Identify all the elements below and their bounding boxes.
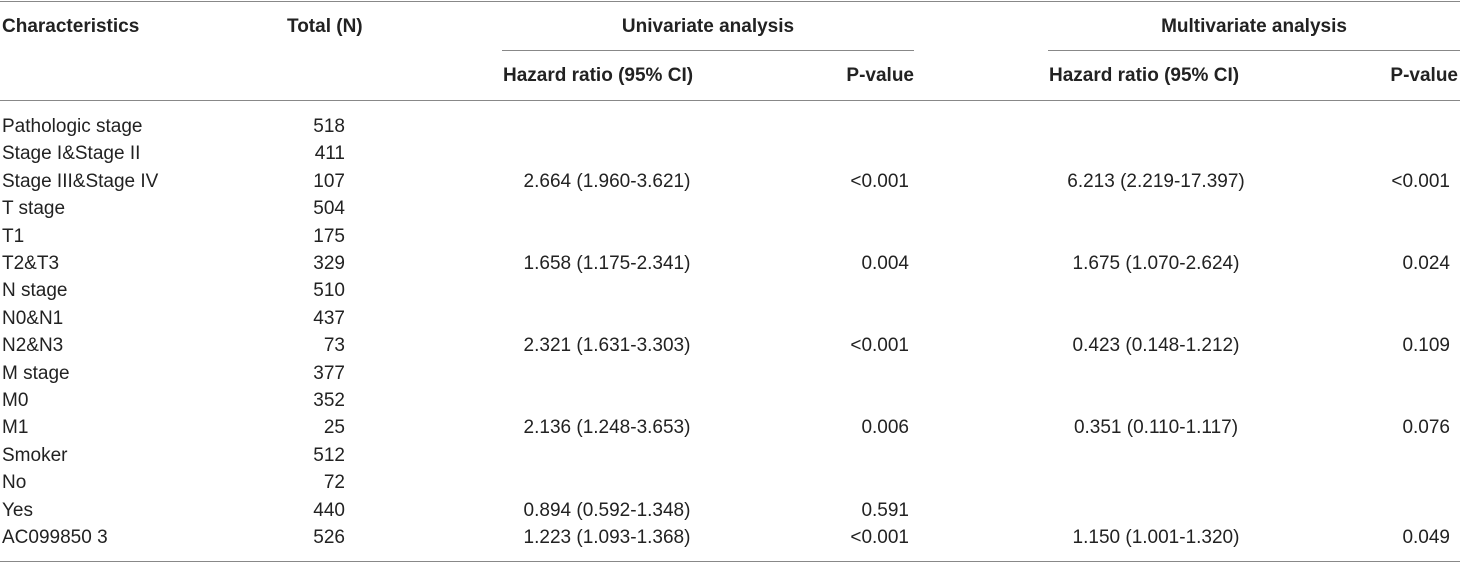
bottom-rule xyxy=(0,561,1460,562)
cell: 377 xyxy=(313,362,345,384)
cell: N2&N3 xyxy=(2,335,64,357)
cell: 73 xyxy=(323,335,345,357)
header-cell: Characteristics xyxy=(2,16,140,37)
cell: 512 xyxy=(313,444,345,466)
cell: 0.004 xyxy=(861,253,909,274)
cell: 1.150 (1.001-1.320) xyxy=(1072,527,1240,548)
header-cell: Hazard ratio (95% CI) xyxy=(1049,65,1240,86)
cell: 0.006 xyxy=(861,417,909,439)
cell: 0.591 xyxy=(861,499,909,521)
cell: 0.049 xyxy=(1402,527,1450,548)
cell: T1 xyxy=(2,225,25,247)
cell: 510 xyxy=(313,280,345,302)
cell: <0.001 xyxy=(850,170,909,192)
cell: 0.109 xyxy=(1402,335,1450,357)
cell: T2&T3 xyxy=(2,253,60,274)
cell: 440 xyxy=(313,499,345,521)
cell: Smoker xyxy=(2,444,68,466)
cell: 0.423 (0.148-1.212) xyxy=(1072,335,1240,357)
header-cell: Multivariate analysis xyxy=(1161,16,1347,37)
header-cell: P-value xyxy=(846,65,914,86)
header-cell: P-value xyxy=(1390,65,1458,86)
header-rule xyxy=(0,100,1460,101)
cell: <0.001 xyxy=(850,527,909,548)
cell: M stage xyxy=(2,362,70,384)
cell: 72 xyxy=(323,472,345,494)
header-cell: Hazard ratio (95% CI) xyxy=(503,65,694,86)
cell: 329 xyxy=(313,253,345,274)
cell: 518 xyxy=(313,116,345,137)
cell: N0&N1 xyxy=(2,307,64,329)
cell: Pathologic stage xyxy=(2,116,143,137)
cell: Stage I&Stage II xyxy=(2,143,141,165)
cell: 0.894 (0.592-1.348) xyxy=(523,499,691,521)
cell: No xyxy=(2,472,27,494)
cell: 1.658 (1.175-2.341) xyxy=(523,253,691,274)
cell: 437 xyxy=(313,307,345,329)
cell: <0.001 xyxy=(850,335,909,357)
cell: 526 xyxy=(313,527,345,548)
cell: N stage xyxy=(2,280,68,302)
cell: Yes xyxy=(2,499,33,521)
cell: 1.223 (1.093-1.368) xyxy=(523,527,691,548)
header-cell: Univariate analysis xyxy=(621,16,795,37)
cell: 0.024 xyxy=(1402,253,1450,274)
span-rule xyxy=(1048,50,1460,51)
cell: 0.076 xyxy=(1402,417,1450,439)
cell: 175 xyxy=(313,225,345,247)
header-cell: Total (N) xyxy=(287,16,363,37)
cell: T stage xyxy=(2,198,66,220)
cell: M1 xyxy=(2,417,29,439)
cell: 6.213 (2.219-17.397) xyxy=(1067,170,1245,192)
top-rule xyxy=(0,1,1460,2)
cell: 25 xyxy=(323,417,345,439)
cell: 0.351 (0.110-1.117) xyxy=(1073,417,1239,439)
cell: 2.136 (1.248-3.653) xyxy=(523,417,691,439)
cell: <0.001 xyxy=(1391,170,1450,192)
cell: 1.675 (1.070-2.624) xyxy=(1072,253,1240,274)
cell: 352 xyxy=(313,390,345,411)
cell: 411 xyxy=(314,143,345,165)
span-rule xyxy=(502,50,914,51)
cell: 2.321 (1.631-3.303) xyxy=(523,335,691,357)
cell: AC099850 3 xyxy=(2,527,108,548)
cell: 2.664 (1.960-3.621) xyxy=(523,170,691,192)
cell: 107 xyxy=(313,170,345,192)
cell: Stage III&Stage IV xyxy=(2,170,159,192)
cell: 504 xyxy=(313,198,345,220)
cell: M0 xyxy=(2,390,29,411)
